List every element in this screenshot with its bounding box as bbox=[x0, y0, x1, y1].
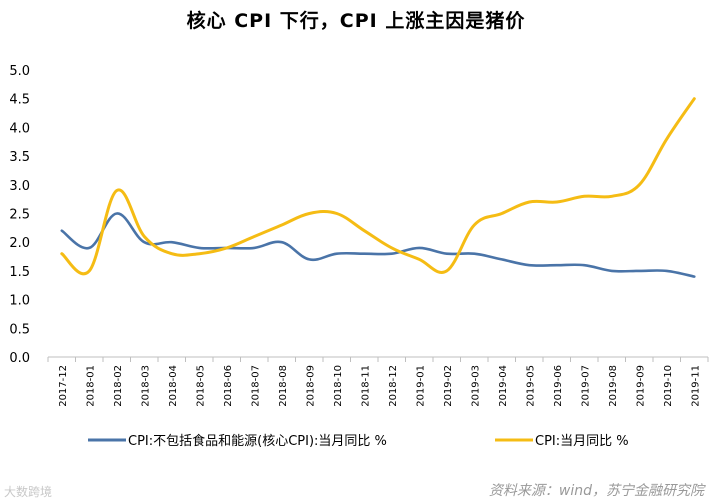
x-axis-ticks: 2017-12 2018-01 2018-02 2018-03 2018-04 2018-… bbox=[47, 357, 709, 407]
y-tick-label: 3.0 bbox=[9, 179, 30, 194]
y-tick-label: 2.0 bbox=[9, 236, 30, 251]
x-tick-label: 2018-05 bbox=[195, 365, 206, 407]
x-tick-label: 2018-02 bbox=[113, 365, 124, 407]
y-tick-label: 0.0 bbox=[9, 351, 30, 366]
y-tick-label: 1.0 bbox=[9, 294, 30, 309]
legend-label: CPI:当月同比 % bbox=[535, 434, 629, 449]
x-tick-label: 2018-11 bbox=[360, 365, 371, 407]
x-tick-label: 2019-11 bbox=[690, 365, 701, 407]
cpi-line bbox=[60, 97, 696, 276]
series-lines bbox=[60, 97, 696, 278]
x-tick-label: 2019-02 bbox=[443, 365, 454, 407]
y-tick-label: 1.5 bbox=[9, 265, 30, 280]
x-tick-label: 2019-05 bbox=[525, 365, 536, 407]
chart-title: 核心 CPI 下行，CPI 上涨主因是猪价 bbox=[186, 10, 526, 32]
x-tick-label: 2019-10 bbox=[663, 365, 674, 407]
x-tick-label: 2018-04 bbox=[168, 365, 179, 407]
x-tick-label: 2018-03 bbox=[140, 365, 151, 407]
legend-label: CPI:不包括食品和能源(核心CPI):当月同比 % bbox=[128, 433, 387, 449]
y-tick-label: 4.0 bbox=[9, 121, 30, 136]
y-tick-label: 3.5 bbox=[9, 150, 30, 165]
x-tick-label: 2019-03 bbox=[470, 365, 481, 407]
y-tick-label: 4.5 bbox=[9, 93, 30, 108]
x-tick-label: 2019-08 bbox=[608, 365, 619, 407]
x-tick-label: 2018-08 bbox=[278, 365, 289, 407]
x-tick-label: 2018-07 bbox=[250, 365, 261, 407]
y-tick-label: 2.5 bbox=[9, 208, 30, 223]
x-tick-label: 2017-12 bbox=[58, 365, 69, 407]
x-tick-label: 2019-06 bbox=[553, 365, 564, 407]
x-tick-label: 2018-10 bbox=[333, 365, 344, 407]
x-tick-label: 2019-07 bbox=[580, 365, 591, 407]
y-tick-label: 0.5 bbox=[9, 322, 30, 337]
legend: CPI:不包括食品和能源(核心CPI):当月同比 % CPI:当月同比 % bbox=[88, 433, 629, 449]
core-cpi-line bbox=[60, 212, 696, 278]
x-tick-label: 2019-01 bbox=[415, 365, 426, 407]
x-tick-label: 2018-12 bbox=[388, 365, 399, 407]
x-tick-label: 2018-06 bbox=[223, 365, 234, 407]
x-tick-label: 2019-04 bbox=[498, 365, 509, 407]
watermark: 大数跨境 bbox=[4, 485, 53, 499]
y-tick-label: 5.0 bbox=[9, 64, 30, 79]
x-tick-label: 2018-01 bbox=[85, 365, 96, 407]
x-tick-label: 2019-09 bbox=[635, 365, 646, 407]
source-note: 资料来源：wind，苏宁金融研究院 bbox=[488, 483, 704, 499]
y-axis-ticks: 0.0 0.5 1.0 1.5 2.0 2.5 3.0 3.5 4.0 4.5 5.0 bbox=[9, 64, 30, 366]
x-tick-label: 2018-09 bbox=[305, 365, 316, 407]
